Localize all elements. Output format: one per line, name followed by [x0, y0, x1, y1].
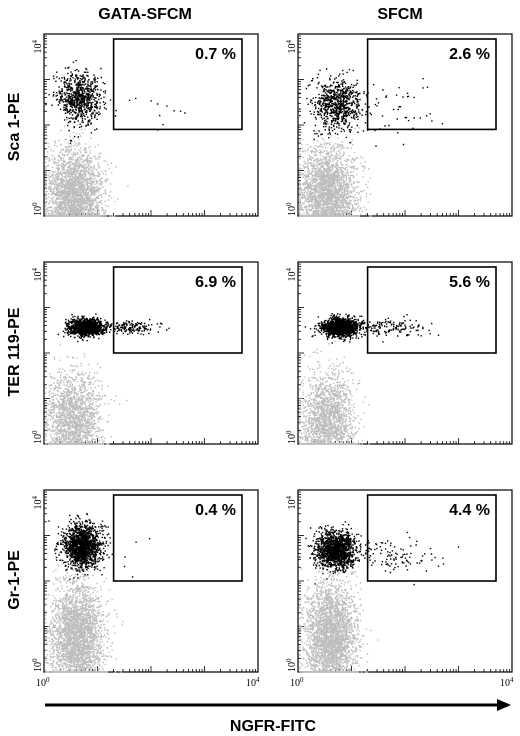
y-tick-label-low: 100	[285, 430, 298, 444]
gate-box	[112, 38, 243, 131]
negative-events	[45, 343, 128, 445]
x-tick-label-high: 104	[246, 676, 260, 689]
y-tick-label-low-exponent: 0	[285, 658, 293, 662]
y-tick-label-high: 104	[285, 496, 298, 510]
x-axis-arrow-head	[497, 699, 511, 711]
row-label-gr1: Gr-1-PE	[6, 550, 23, 610]
y-tick-label-low: 100	[31, 658, 44, 672]
positive-events	[114, 97, 186, 131]
y-tick-label-high-exponent: 4	[31, 496, 39, 500]
y-tick-label-low-base: 10	[33, 206, 44, 216]
y-tick-label-high: 104	[285, 268, 298, 282]
y-tick-label-high-base: 10	[33, 272, 44, 282]
positive-events	[348, 314, 440, 343]
y-tick-label-high-exponent: 4	[285, 496, 293, 500]
y-tick-label-high-exponent: 4	[285, 268, 293, 272]
gate-box	[112, 494, 243, 582]
positive-events	[57, 313, 120, 343]
row-label-ter119: TER 119-PE	[6, 307, 23, 396]
y-tick-label-low-base: 10	[287, 434, 298, 444]
x-tick-label-low-base: 10	[36, 678, 46, 689]
gate-percent-label: 6.9 %	[195, 274, 236, 291]
y-tick-label-high: 104	[31, 268, 44, 282]
column-title-gata-sfcm: GATA-SFCM	[98, 6, 192, 23]
x-tick-label-low: 100	[36, 676, 50, 689]
negative-events	[299, 546, 379, 673]
positive-events	[99, 534, 151, 578]
y-tick-label-high-exponent: 4	[285, 40, 293, 44]
y-tick-label-low-exponent: 0	[31, 202, 39, 206]
row-label-sca1: Sca 1-PE	[6, 92, 23, 161]
x-tick-label-low-base: 10	[290, 678, 300, 689]
y-tick-label-low-exponent: 0	[285, 430, 293, 434]
event-dots	[45, 313, 170, 445]
y-tick-label-high: 104	[285, 40, 298, 54]
gate-percent-label: 4.4 %	[449, 502, 490, 519]
x-tick-label-high-base: 10	[500, 678, 510, 689]
y-tick-label-high-exponent: 4	[31, 40, 39, 44]
gate-box	[366, 266, 497, 354]
y-tick-label-high-base: 10	[33, 44, 44, 54]
y-tick-label-high-base: 10	[287, 44, 298, 54]
negative-events	[299, 120, 372, 217]
gate-box	[366, 494, 497, 582]
positive-events	[48, 512, 112, 580]
positive-events	[344, 531, 460, 586]
positive-events	[45, 59, 117, 144]
y-tick-label-low-base: 10	[287, 206, 298, 216]
x-tick-label-high-exponent: 4	[510, 676, 514, 684]
positive-events	[299, 68, 376, 144]
y-tick-label-low: 100	[285, 202, 298, 216]
event-dots	[299, 68, 444, 217]
event-dots	[299, 521, 460, 673]
positive-events	[304, 313, 370, 344]
y-tick-label-high-base: 10	[287, 272, 298, 282]
y-tick-label-low-base: 10	[287, 662, 298, 672]
y-tick-label-low-exponent: 0	[285, 202, 293, 206]
y-tick-label-high: 104	[31, 496, 44, 510]
event-dots	[45, 59, 186, 217]
x-tick-label-low-exponent: 0	[46, 676, 50, 684]
y-tick-label-low: 100	[31, 202, 44, 216]
gate-percent-label: 2.6 %	[449, 46, 490, 63]
gate-percent-label: 5.6 %	[449, 274, 490, 291]
positive-events	[351, 78, 444, 147]
gate-box	[112, 266, 243, 354]
positive-events	[100, 318, 170, 336]
column-title-sfcm: SFCM	[377, 6, 422, 23]
y-tick-label-low: 100	[285, 658, 298, 672]
y-tick-label-high-exponent: 4	[31, 268, 39, 272]
negative-events	[45, 552, 124, 673]
y-tick-label-low-exponent: 0	[31, 658, 39, 662]
x-tick-label-low-exponent: 0	[300, 676, 304, 684]
event-dots	[45, 512, 151, 673]
y-tick-label-high-base: 10	[33, 500, 44, 510]
negative-events	[299, 340, 370, 445]
x-axis-label: NGFR-FITC	[230, 718, 317, 735]
negative-events	[45, 118, 129, 217]
x-tick-label-high: 104	[500, 676, 514, 689]
gate-percent-label: 0.7 %	[195, 46, 236, 63]
y-tick-label-high-base: 10	[287, 500, 298, 510]
y-tick-label-low-base: 10	[33, 662, 44, 672]
x-tick-label-high-exponent: 4	[256, 676, 260, 684]
x-tick-label-low: 100	[290, 676, 304, 689]
y-tick-label-high: 104	[31, 40, 44, 54]
y-tick-label-low: 100	[31, 430, 44, 444]
x-tick-label-high-base: 10	[246, 678, 256, 689]
gate-percent-label: 0.4 %	[195, 502, 236, 519]
y-tick-label-low-exponent: 0	[31, 430, 39, 434]
y-tick-label-low-base: 10	[33, 434, 44, 444]
gate-box	[366, 38, 497, 131]
event-dots	[299, 313, 440, 445]
positive-events	[299, 521, 370, 585]
